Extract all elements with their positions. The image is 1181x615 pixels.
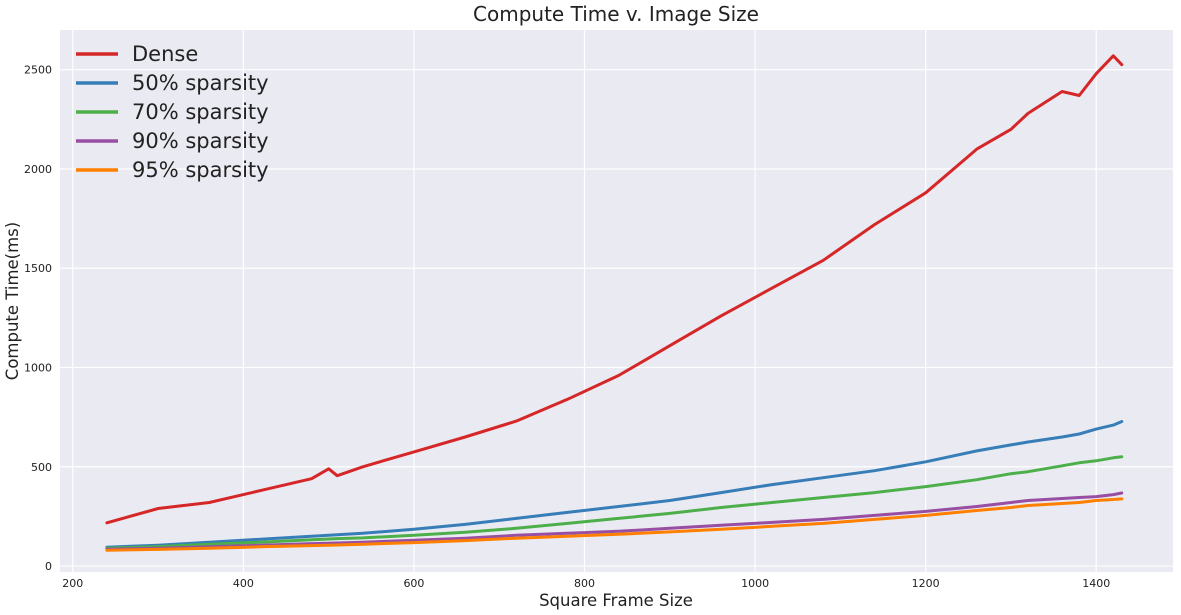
legend-label-2: 70% sparsity — [132, 100, 269, 124]
y-tick-label: 2500 — [24, 64, 52, 77]
legend: Dense 50% sparsity 70% sparsity 90% sparsit… — [76, 42, 269, 182]
x-tick-label: 1400 — [1082, 577, 1110, 590]
x-tick-label: 800 — [574, 577, 595, 590]
y-tick-label: 500 — [31, 461, 52, 474]
chart-title: Compute Time v. Image Size — [473, 2, 759, 26]
series-line-3 — [105, 491, 1124, 551]
x-axis-label: Square Frame Size — [539, 591, 693, 610]
y-tick-label: 0 — [45, 560, 52, 573]
legend-label-3: 90% sparsity — [132, 129, 269, 153]
series-line-0 — [105, 54, 1124, 525]
legend-label-0: Dense — [132, 42, 198, 66]
y-tick-label: 1000 — [24, 362, 52, 375]
series-line-4 — [105, 497, 1124, 552]
series-lines — [105, 54, 1124, 552]
y-tick-labels: 0 500 1000 1500 2000 2500 — [24, 64, 52, 573]
x-tick-labels: 200 400 600 800 1000 1200 1400 — [62, 577, 1110, 590]
x-tick-label: 1000 — [741, 577, 769, 590]
legend-label-1: 50% sparsity — [132, 71, 269, 95]
x-tick-label: 400 — [233, 577, 254, 590]
x-tick-label: 200 — [62, 577, 83, 590]
x-tick-label: 1200 — [912, 577, 940, 590]
x-tick-label: 600 — [403, 577, 424, 590]
series-line-2 — [105, 455, 1124, 550]
legend-label-4: 95% sparsity — [132, 158, 269, 182]
plot-area — [60, 30, 1173, 572]
y-axis-label: Compute Time(ms) — [3, 222, 22, 380]
series-line-1 — [105, 420, 1124, 549]
y-tick-label: 2000 — [24, 163, 52, 176]
grid — [60, 30, 1173, 572]
y-tick-label: 1500 — [24, 262, 52, 275]
